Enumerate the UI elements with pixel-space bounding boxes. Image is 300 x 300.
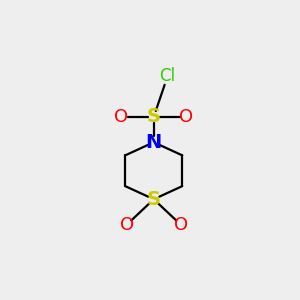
Text: S: S	[147, 190, 161, 209]
Text: O: O	[120, 216, 134, 234]
Text: O: O	[179, 108, 193, 126]
Text: N: N	[146, 133, 162, 152]
Text: O: O	[174, 216, 188, 234]
Text: Cl: Cl	[160, 67, 176, 85]
Text: S: S	[147, 107, 161, 126]
Text: O: O	[114, 108, 128, 126]
